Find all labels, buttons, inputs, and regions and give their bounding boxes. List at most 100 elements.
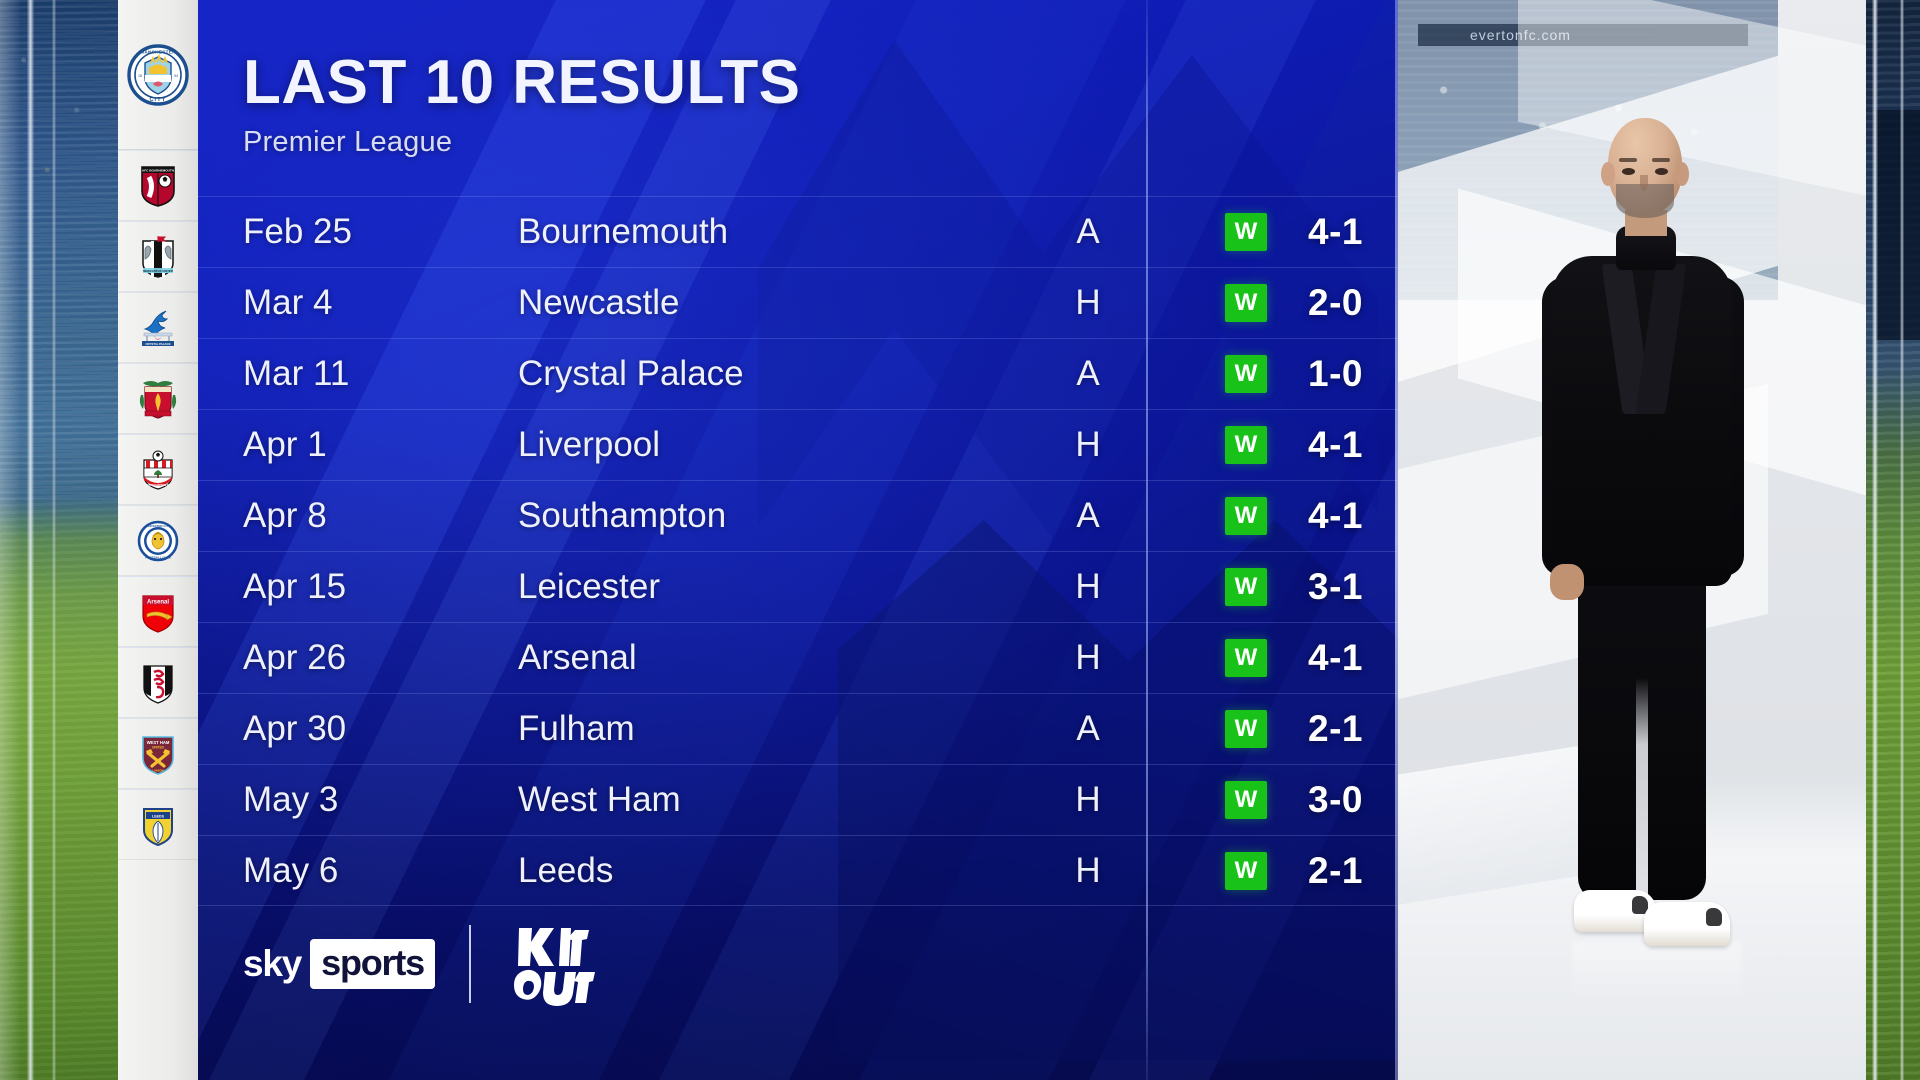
svg-text:UNITED: UNITED: [152, 745, 165, 749]
club-crest-rail: MANCHESTER CITY 18 94 AFC BOURNEMOUTH: [118, 0, 198, 1080]
floodlight-pole-right-secondary: [1900, 0, 1904, 1080]
outcome-badge: W: [1225, 710, 1267, 748]
cell-date: Mar 4: [243, 283, 333, 322]
crest-cell-southampton: SOUTHAMPTON FC: [118, 434, 198, 505]
cell-venue: H: [1075, 638, 1101, 677]
cell-date: May 3: [243, 780, 339, 819]
liverpool-crest: [139, 380, 177, 419]
svg-text:Arsenal: Arsenal: [147, 599, 169, 605]
panel-header: LAST 10 RESULTS Premier League: [243, 52, 801, 159]
table-row: May 6 Leeds H W 2-1: [198, 835, 1398, 906]
outcome-badge: W: [1225, 213, 1267, 251]
floor-reflection: [1572, 942, 1742, 1000]
svg-text:FOOTBALL CLUB: FOOTBALL CLUB: [145, 555, 171, 559]
right-ear: [1675, 162, 1689, 186]
crest-cell-west-ham: WEST HAM UNITED LONDON: [118, 718, 198, 789]
svg-text:AFC BOURNEMOUTH: AFC BOURNEMOUTH: [142, 168, 175, 172]
cell-date: Apr 15: [243, 567, 347, 606]
floodlight-pole-secondary: [52, 0, 56, 1080]
crest-cell-newcastle: NEWCASTLE UNITED: [118, 221, 198, 292]
left-ear: [1601, 162, 1615, 186]
sports-wordmark-box: sports: [310, 939, 435, 989]
left-eye: [1622, 168, 1635, 175]
cell-date: Apr 1: [243, 425, 327, 464]
nose: [1640, 175, 1648, 191]
cell-date: Apr 30: [243, 709, 347, 748]
table-row: Mar 11 Crystal Palace A W 1-0: [198, 338, 1398, 409]
crest-cell-leicester: LEICESTER CITY FOOTBALL CLUB: [118, 505, 198, 576]
stadium-backdrop-right: [1866, 0, 1920, 1080]
stadium-scoreboard: [1876, 110, 1920, 340]
crest-cell-manchester-city: MANCHESTER CITY 18 94: [118, 0, 198, 150]
page-title: LAST 10 RESULTS: [243, 48, 801, 117]
cell-outcome: W: [1225, 213, 1267, 251]
sports-wordmark: sports: [321, 942, 425, 983]
cell-outcome: W: [1225, 781, 1267, 819]
cell-opponent: Liverpool: [518, 425, 661, 464]
svg-text:WEST HAM: WEST HAM: [147, 740, 170, 745]
cell-score: 4-1: [1308, 424, 1363, 465]
cell-outcome: W: [1225, 355, 1267, 393]
crowd-stand-left: [0, 0, 118, 500]
cell-score: 3-0: [1308, 779, 1363, 820]
svg-text:MANCHESTER: MANCHESTER: [140, 49, 176, 54]
results-panel: LAST 10 RESULTS Premier League Feb 25 Bo…: [198, 0, 1398, 1080]
leg-gap: [1636, 678, 1648, 900]
page-subtitle: Premier League: [243, 126, 453, 158]
cell-opponent: Leeds: [518, 850, 614, 890]
kick-it-out-logo: [505, 916, 601, 1012]
panel-footer: sky sports: [243, 916, 601, 1012]
outcome-badge: W: [1225, 781, 1267, 819]
cell-outcome: W: [1225, 851, 1267, 890]
cell-venue: A: [1076, 212, 1100, 251]
crest-cell-liverpool: [118, 363, 198, 434]
svg-text:LEEDS: LEEDS: [152, 814, 165, 818]
cell-venue: H: [1075, 780, 1101, 819]
fulham-crest: [143, 664, 173, 704]
manchester-city-crest: MANCHESTER CITY 18 94: [127, 43, 189, 106]
svg-text:SOUTHAMPTON FC: SOUTHAMPTON FC: [146, 483, 171, 487]
cell-date: Feb 25: [243, 212, 352, 251]
outcome-badge: W: [1225, 639, 1267, 677]
cell-score: 2-0: [1308, 282, 1363, 323]
cell-date: May 6: [243, 850, 339, 890]
table-row: May 3 West Ham H W 3-0: [198, 764, 1398, 835]
column-divider: [1146, 0, 1148, 1080]
manager-figure: [1516, 118, 1766, 1000]
cell-score: 4-1: [1308, 211, 1363, 252]
svg-text:18: 18: [138, 74, 142, 78]
sky-wordmark: sky: [243, 943, 302, 984]
cell-venue: A: [1076, 354, 1100, 393]
outcome-badge: W: [1225, 426, 1267, 464]
floodlight-pole: [27, 0, 34, 1080]
leeds-crest: LEEDS: [143, 807, 173, 846]
cell-opponent: Leicester: [518, 567, 661, 606]
left-hand: [1550, 564, 1584, 600]
svg-text:LEICESTER CITY: LEICESTER CITY: [146, 524, 171, 528]
svg-text:CRYSTAL PALACE: CRYSTAL PALACE: [146, 341, 171, 345]
cell-outcome: W: [1225, 497, 1267, 535]
cell-score: 3-1: [1308, 566, 1363, 607]
table-row: Apr 26 Arsenal H W 4-1: [198, 622, 1398, 693]
floodlight-pole-right: [1872, 0, 1878, 1080]
outcome-badge: W: [1225, 568, 1267, 606]
svg-text:94: 94: [174, 74, 178, 78]
cell-score: 2-1: [1308, 708, 1363, 749]
svg-text:CITY: CITY: [149, 97, 166, 103]
crest-cell-arsenal: Arsenal: [118, 576, 198, 647]
right-eye: [1655, 168, 1668, 175]
crest-cell-leeds: LEEDS: [118, 789, 198, 860]
cell-venue: A: [1076, 496, 1100, 535]
outcome-badge: W: [1225, 284, 1267, 322]
cell-date: Mar 11: [243, 354, 350, 393]
table-row: Feb 25 Bournemouth A W 4-1: [198, 196, 1398, 267]
table-row: Apr 30 Fulham A W 2-1: [198, 693, 1398, 764]
table-row: Mar 4 Newcastle H W 2-0: [198, 267, 1398, 338]
cell-outcome: W: [1225, 284, 1267, 322]
crest-cell-fulham: [118, 647, 198, 718]
cell-venue: H: [1075, 425, 1101, 464]
cell-opponent: Bournemouth: [518, 212, 729, 251]
right-eyebrow: [1652, 158, 1670, 162]
table-row: Apr 8 Southampton A W 4-1: [198, 480, 1398, 551]
